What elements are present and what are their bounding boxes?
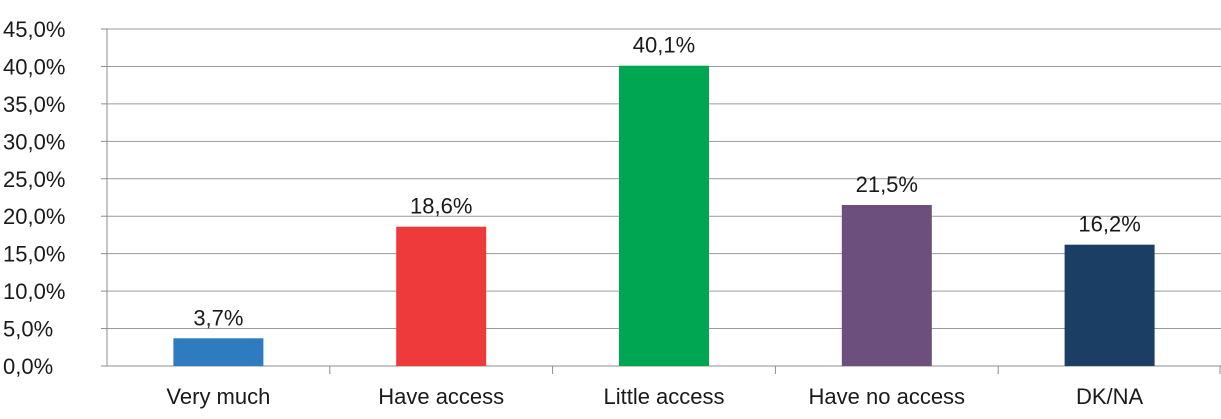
- data-label: 18,6%: [410, 194, 472, 219]
- data-label: 3,7%: [193, 305, 243, 330]
- y-tick-label: 40,0%: [3, 54, 65, 79]
- y-tick-label: 45,0%: [3, 17, 65, 42]
- y-tick-label: 5,0%: [3, 317, 53, 342]
- bars: [173, 65, 1155, 366]
- data-label: 21,5%: [856, 172, 918, 197]
- bar: [619, 65, 709, 366]
- bar: [1064, 244, 1155, 366]
- y-tick-label: 0,0%: [3, 354, 53, 379]
- bar: [841, 204, 932, 366]
- bar: [173, 338, 264, 366]
- y-tick-label: 10,0%: [3, 279, 65, 304]
- bar: [396, 226, 487, 366]
- y-tick-label: 20,0%: [3, 204, 65, 229]
- y-tick-label: 15,0%: [3, 242, 65, 267]
- y-tick-labels: 0,0% 5,0% 10,0% 15,0% 20,0% 25,0% 30,0% 35,0% 40…: [3, 17, 65, 379]
- data-label: 16,2%: [1078, 212, 1140, 237]
- x-tick-label: Have access: [378, 384, 504, 409]
- y-tick-label: 35,0%: [3, 92, 65, 117]
- y-tick-label: 25,0%: [3, 167, 65, 192]
- data-label: 40,1%: [633, 33, 695, 58]
- x-tick-label: Very much: [166, 384, 270, 409]
- data-labels: 3,7% 18,6% 40,1% 21,5% 16,2%: [193, 33, 1140, 331]
- y-tick-label: 30,0%: [3, 129, 65, 154]
- x-tick-label: DK/NA: [1076, 384, 1144, 409]
- x-tick-labels: Very much Have access Little access Have no…: [166, 384, 1143, 409]
- x-tick-label: Have no access: [809, 384, 966, 409]
- x-tick-label: Little access: [603, 384, 724, 409]
